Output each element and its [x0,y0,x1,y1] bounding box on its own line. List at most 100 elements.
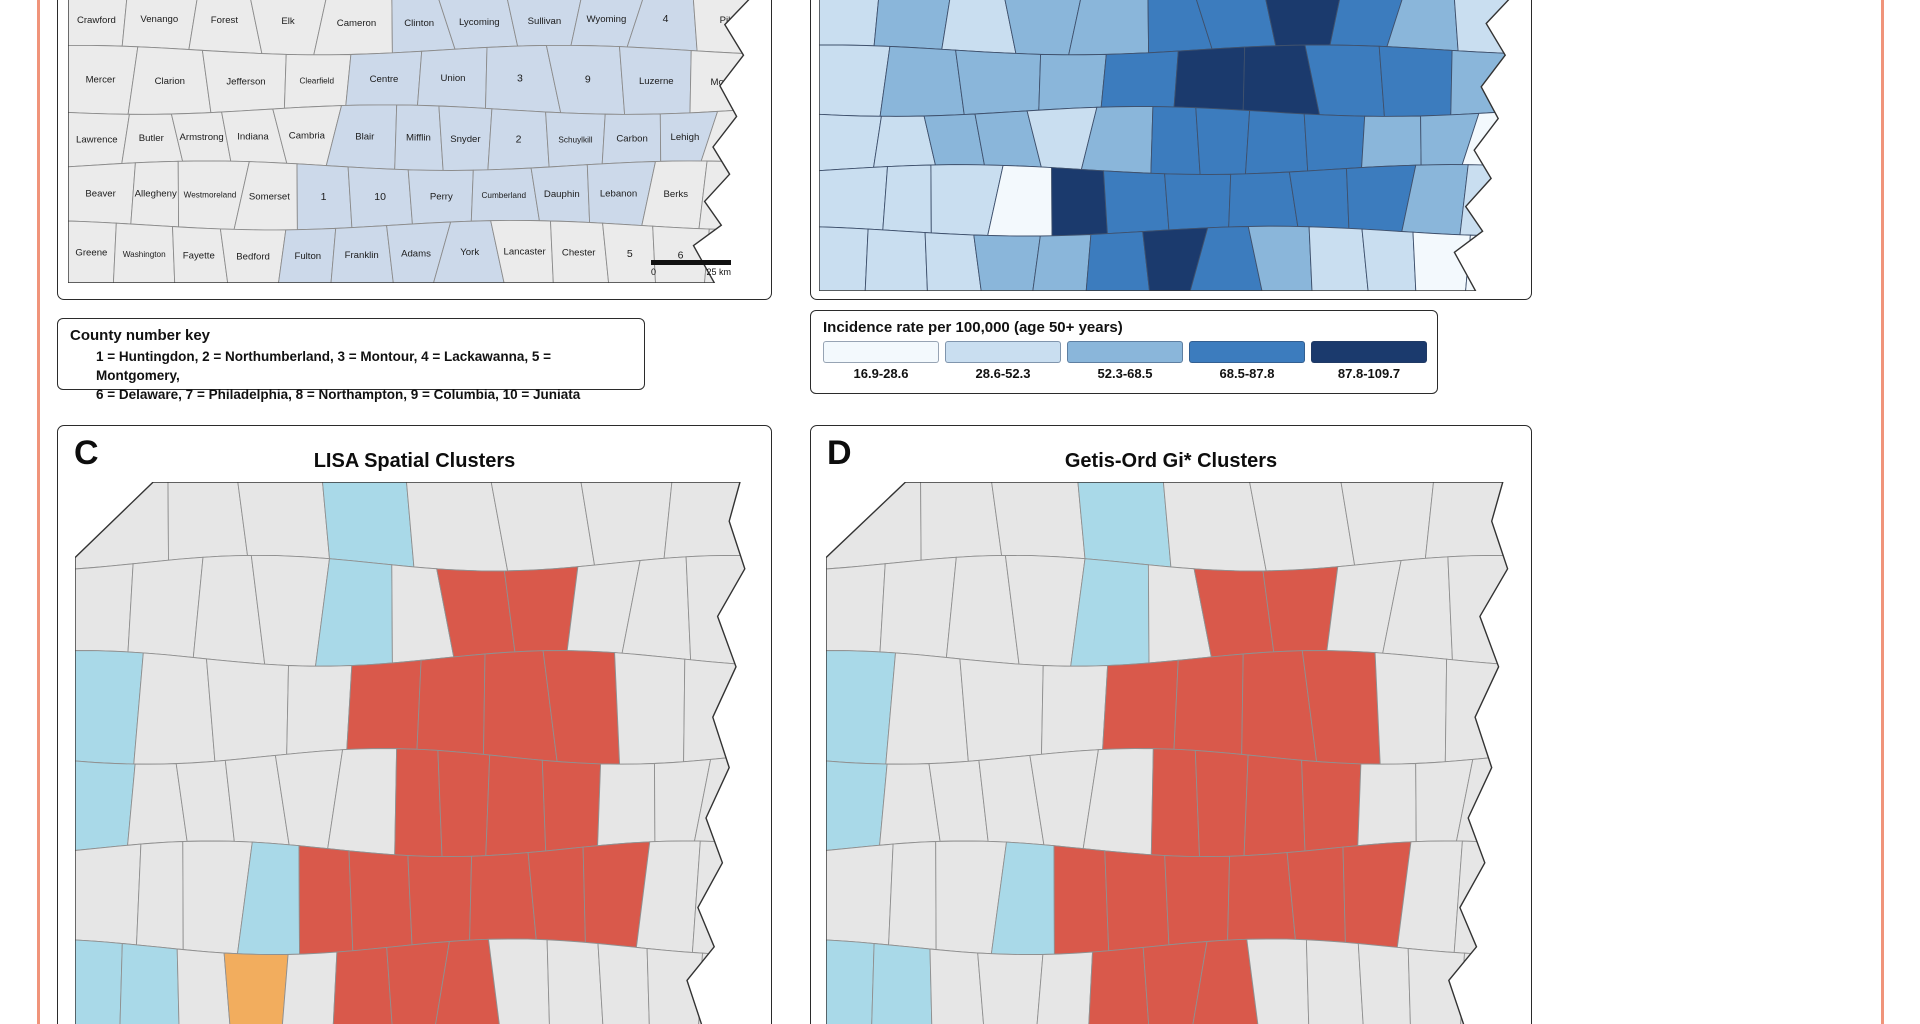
county-snyder [1195,107,1251,175]
state-outline [75,482,746,1024]
county-label: Jefferson [226,77,265,88]
county-schuylkill [541,759,602,852]
county-jefferson [959,658,1044,762]
county-tioga [1162,482,1267,572]
county-label: Monroe [711,77,744,88]
legend-bins: 16.9-28.6 28.6-52.3 52.3-68.5 68.5-87.8 87.8… [823,341,1427,381]
county-label: Clearfield [300,77,335,86]
county-lawrence [826,760,888,851]
county-label: Washington [123,250,166,259]
county-label: Lehigh [670,132,699,143]
county-label: Snyder [450,134,481,145]
county-union [416,653,486,755]
county-northumberland [485,754,547,857]
county-reference-map: ErieWarrenMcKeanPotterTiogaBradfordSusqu… [68,0,753,283]
county-lancaster [487,938,551,1024]
county-greene [68,220,117,283]
county-label: Sullivan [528,16,562,27]
county-washington [870,943,933,1024]
county-label: Cambria [289,131,326,142]
county-adams [1142,227,1209,291]
county-dauphin [1288,168,1350,229]
county-york [1189,226,1263,291]
county-label: Chester [562,248,596,259]
county-label: York [460,247,479,258]
county-label: Berks [664,189,689,200]
panel-c-lisa-clusters: C LISA Spatial Clusters [57,425,772,1024]
county-mifflin [394,748,443,858]
county-delaware [1407,948,1465,1024]
county-beaver [819,166,888,231]
legend-bin-label: 52.3-68.5 [1097,366,1153,381]
county-crawford [826,563,886,653]
county-label: Fulton [294,251,321,262]
legend-swatch [945,341,1061,363]
county-allegheny [888,841,937,951]
county-key-line-2: 6 = Delaware, 7 = Philadelphia, 8 = Nort… [96,387,581,403]
county-label: Crawford [77,15,116,26]
county-centre [1100,50,1179,108]
county-fayette [176,948,232,1024]
county-label: 5 [627,248,633,260]
legend-swatch [1189,341,1305,363]
county-jefferson [206,658,289,762]
county-fulton [1032,234,1092,291]
county-pike [692,0,753,55]
county-crawford [75,563,134,653]
county-beaver [75,843,142,946]
legend-bin: 52.3-68.5 [1067,341,1183,381]
county-cumberland [469,852,537,941]
incidence-choropleth-map [819,0,1515,291]
county-clearfield [1041,665,1109,755]
county-northumberland [1245,110,1309,175]
county-fayette [929,948,986,1024]
county-forest [941,0,1017,54]
county-label: 7 [732,250,738,262]
county-cameron [1068,0,1150,56]
county-clarion [133,652,216,765]
county-fulton [1035,951,1093,1024]
county-crawford [819,0,880,47]
county-label: Somerset [249,191,290,202]
county-label: 8 [733,130,739,142]
county-fayette [172,226,229,283]
county-washington [119,943,180,1024]
county-schuylkill [1301,759,1362,852]
county-warren [920,482,1003,561]
county-label: Armstrong [179,132,223,143]
county-erie [75,482,169,570]
county-chester [1305,939,1365,1024]
panel-d-letter: D [827,434,852,472]
county-label: Luzerne [639,76,674,87]
county-delaware [646,948,703,1024]
scale-bar-rule [651,260,731,265]
county-bucks [691,840,745,956]
page-right-rule [1881,0,1884,1024]
county-monroe [683,658,745,763]
county-mckean [237,482,330,560]
county-label: Elk [281,16,295,27]
county-potter [322,482,415,568]
county-label: Clarion [155,76,185,87]
county-wayne [1424,482,1508,559]
county-number-key: County number key 1 = Huntingdon, 2 = No… [57,318,645,402]
county-mifflin [1150,106,1201,175]
county-clarion [879,45,965,117]
county-label: Lancaster [504,247,547,258]
legend-swatch [823,341,939,363]
legend-bin: 87.8-109.7 [1311,341,1427,381]
county-label: Fayette [183,250,215,261]
county-chester [1308,226,1369,291]
county-label: Beaver [85,189,116,200]
legend-bin: 16.9-28.6 [823,341,939,381]
county-label: Forest [211,15,239,26]
county-luzerne [1374,652,1448,765]
county-label: Bucks [720,191,746,202]
county-schuylkill [1303,113,1366,172]
county-bradford [490,482,596,572]
county-bedford [977,952,1044,1024]
county-label: 10 [374,191,386,203]
county-label: Wyoming [586,14,626,25]
county-clearfield [286,665,353,755]
